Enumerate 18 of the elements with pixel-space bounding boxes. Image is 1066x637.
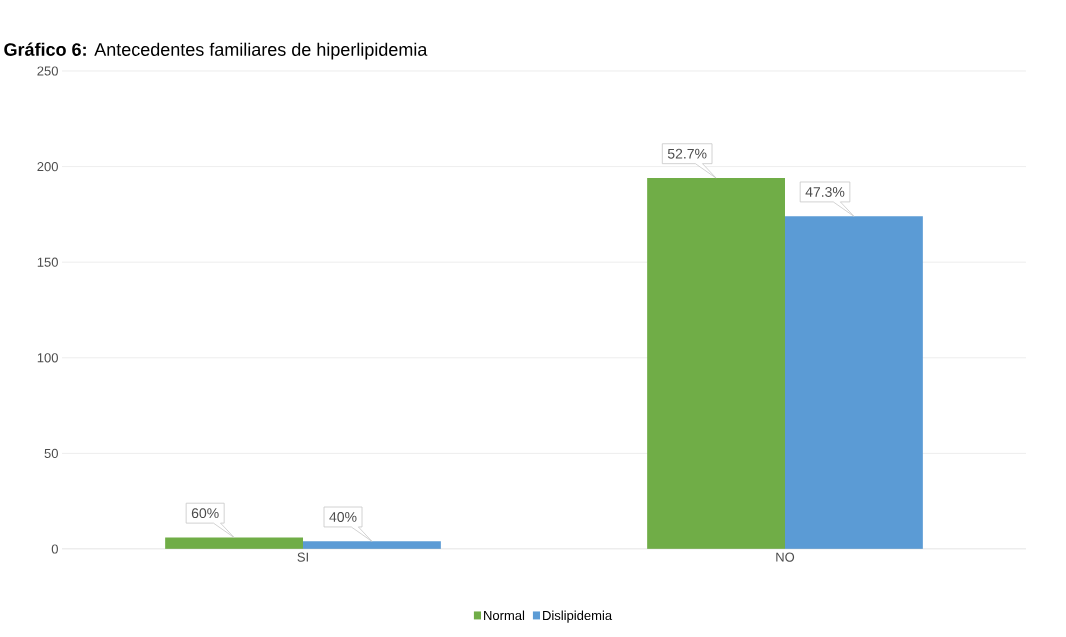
x-tick-label: SI [297, 552, 308, 562]
bar [785, 216, 923, 549]
legend-label: Normal [484, 610, 525, 621]
bar [647, 178, 785, 549]
annotation: 47.3% [805, 186, 845, 197]
bar [303, 541, 441, 549]
annotation: 60% [191, 508, 219, 519]
x-tick-label: NO [776, 552, 795, 562]
y-tick-label: 150 [37, 257, 58, 267]
annotation: 52.7% [667, 148, 707, 159]
annotation: 40% [329, 512, 357, 522]
y-tick-label: 0 [51, 544, 58, 554]
legend-label: Dislipidemia [543, 610, 613, 623]
chart-title: Gráfico 6: Antecedentes familiares de hiperlipidemia [4, 42, 428, 60]
y-tick-label: 100 [37, 353, 58, 363]
y-tick-label: 250 [37, 66, 58, 76]
y-tick-label: 50 [44, 448, 58, 458]
y-tick-label: 200 [37, 161, 58, 172]
